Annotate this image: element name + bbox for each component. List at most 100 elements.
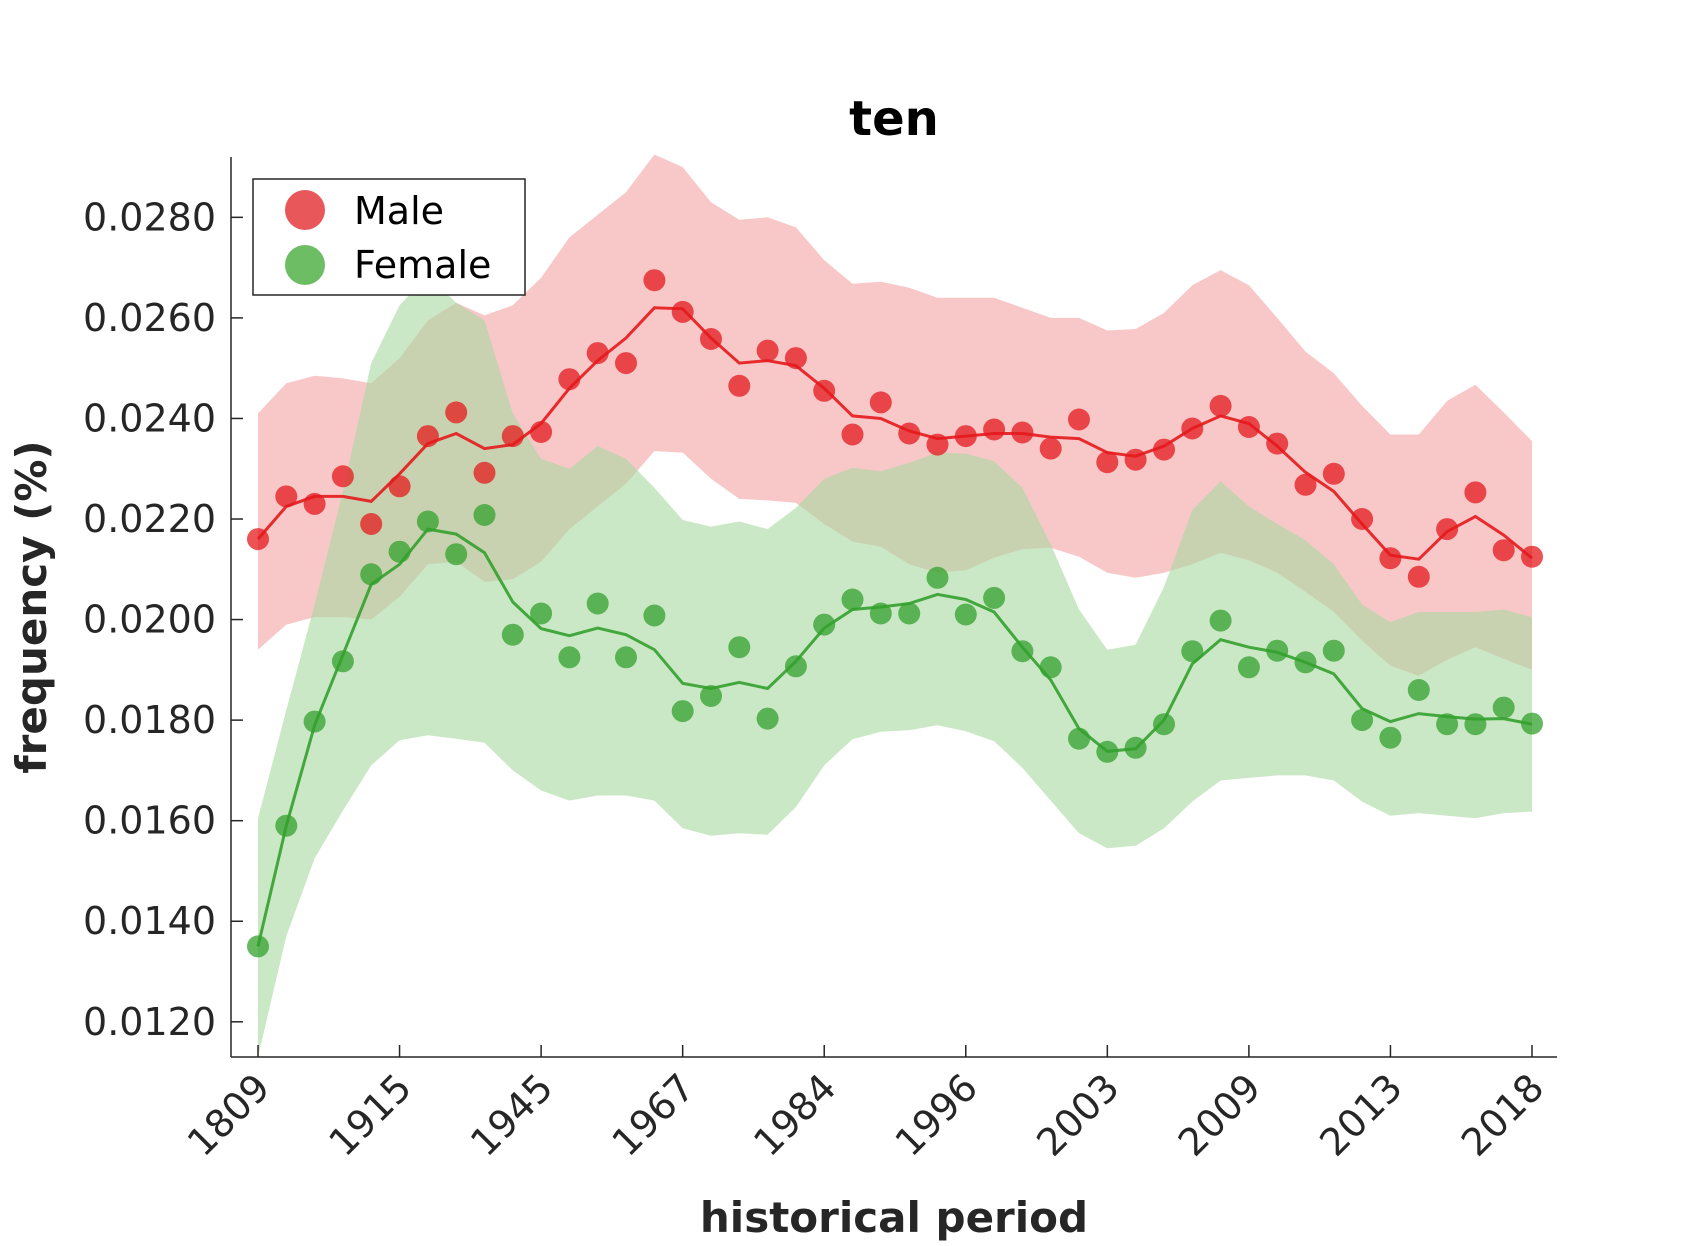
male-data-point xyxy=(275,485,298,508)
legend-marker-male xyxy=(285,190,325,230)
trend-lines xyxy=(256,306,1533,947)
female-data-point xyxy=(1011,640,1034,663)
male-data-point xyxy=(784,347,807,370)
male-data-point xyxy=(869,391,892,414)
axes xyxy=(230,157,1557,1058)
female-data-point xyxy=(558,646,581,669)
female-data-point xyxy=(388,540,411,563)
female-data-point xyxy=(1322,639,1345,662)
female-data-point xyxy=(1294,651,1317,674)
male-data-point xyxy=(1351,508,1374,530)
y-tick-label: 0.0260 xyxy=(83,296,216,340)
male-data-point xyxy=(756,339,779,362)
female-data-point xyxy=(1068,727,1090,750)
female-data-point xyxy=(473,504,496,526)
male-data-point xyxy=(1436,518,1459,541)
y-tick-label: 0.0200 xyxy=(83,598,216,642)
y-tick-label: 0.0180 xyxy=(83,698,216,742)
female-data-point xyxy=(1153,713,1175,736)
male-data-point xyxy=(841,423,864,446)
male-data-point xyxy=(303,492,326,515)
female-data-point xyxy=(983,586,1006,609)
female-data-point xyxy=(1379,726,1402,749)
y-tick-label: 0.0280 xyxy=(83,195,216,239)
female-data-point xyxy=(275,814,298,837)
male-data-point xyxy=(558,368,581,391)
female-data-point xyxy=(898,602,921,625)
y-tick-label: 0.0120 xyxy=(83,1000,216,1044)
female-data-point xyxy=(756,707,779,730)
female-data-point xyxy=(671,700,694,723)
female-data-point xyxy=(445,543,468,566)
female-trend-line xyxy=(256,527,1533,947)
legend-label-female: Female xyxy=(354,243,491,287)
y-tick-label: 0.0160 xyxy=(83,799,216,843)
male-data-point xyxy=(671,300,694,323)
male-data-point xyxy=(926,433,949,456)
female-data-point xyxy=(926,566,949,589)
y-tick-label: 0.0220 xyxy=(83,497,216,541)
female-data-point xyxy=(303,710,326,733)
legend-label-male: Male xyxy=(354,189,444,233)
male-data-point xyxy=(1492,539,1515,562)
male-data-point xyxy=(700,328,722,350)
male-data-point xyxy=(954,425,977,448)
female-data-point xyxy=(1096,740,1119,763)
female-data-point xyxy=(615,646,637,669)
female-data-point xyxy=(247,935,269,958)
male-data-point xyxy=(983,418,1006,441)
male-data-point xyxy=(615,352,637,375)
female-data-point xyxy=(1521,712,1543,735)
female-data-point xyxy=(1351,709,1374,732)
female-data-point xyxy=(1181,640,1204,663)
female-data-point xyxy=(1464,713,1487,736)
male-data-point xyxy=(388,475,411,498)
male-data-point xyxy=(586,342,609,365)
female-data-point xyxy=(1266,639,1289,662)
female-data-point xyxy=(728,636,751,659)
male-data-point xyxy=(1181,417,1204,440)
female-data-point xyxy=(700,685,722,707)
female-data-point xyxy=(501,623,524,646)
male-data-point xyxy=(1039,437,1062,460)
male-data-point xyxy=(1096,451,1119,474)
male-data-point xyxy=(1322,462,1345,485)
y-tick-label: 0.0240 xyxy=(83,396,216,440)
male-data-point xyxy=(813,379,836,402)
male-data-point xyxy=(728,374,751,397)
female-data-point xyxy=(784,655,807,678)
female-data-point xyxy=(360,563,383,586)
female-data-point xyxy=(530,602,553,625)
male-data-point xyxy=(1153,438,1175,461)
female-data-point xyxy=(1436,713,1459,736)
x-axis-title: historical period xyxy=(700,1193,1088,1242)
male-data-point xyxy=(1237,416,1260,438)
female-data-point xyxy=(1039,656,1062,679)
male-data-point xyxy=(898,422,921,445)
confidence-bands xyxy=(258,154,1532,1057)
female-data-point xyxy=(1124,736,1147,759)
male-trend-line xyxy=(256,306,1533,561)
male-data-point xyxy=(445,401,468,424)
female-data-point xyxy=(841,588,864,611)
y-axis-title: frequency (%) xyxy=(7,440,56,773)
male-data-point xyxy=(416,425,439,448)
male-data-point xyxy=(331,465,354,488)
male-data-point xyxy=(247,528,269,551)
male-data-point xyxy=(530,421,553,443)
male-data-point xyxy=(1068,408,1090,431)
male-data-point xyxy=(360,513,383,535)
female-data-point xyxy=(643,604,666,627)
male-data-point xyxy=(473,461,496,484)
male-data-point xyxy=(501,425,524,448)
female-confidence-band xyxy=(258,275,1532,1057)
female-data-point xyxy=(869,602,892,625)
female-data-point xyxy=(416,510,439,533)
male-data-point xyxy=(1266,432,1289,455)
male-data-point xyxy=(643,269,666,292)
chart-title: ten xyxy=(849,91,939,147)
female-data-point xyxy=(586,592,609,615)
legend-marker-female xyxy=(285,245,325,285)
male-data-point xyxy=(1209,394,1232,417)
male-data-point xyxy=(1521,545,1543,568)
